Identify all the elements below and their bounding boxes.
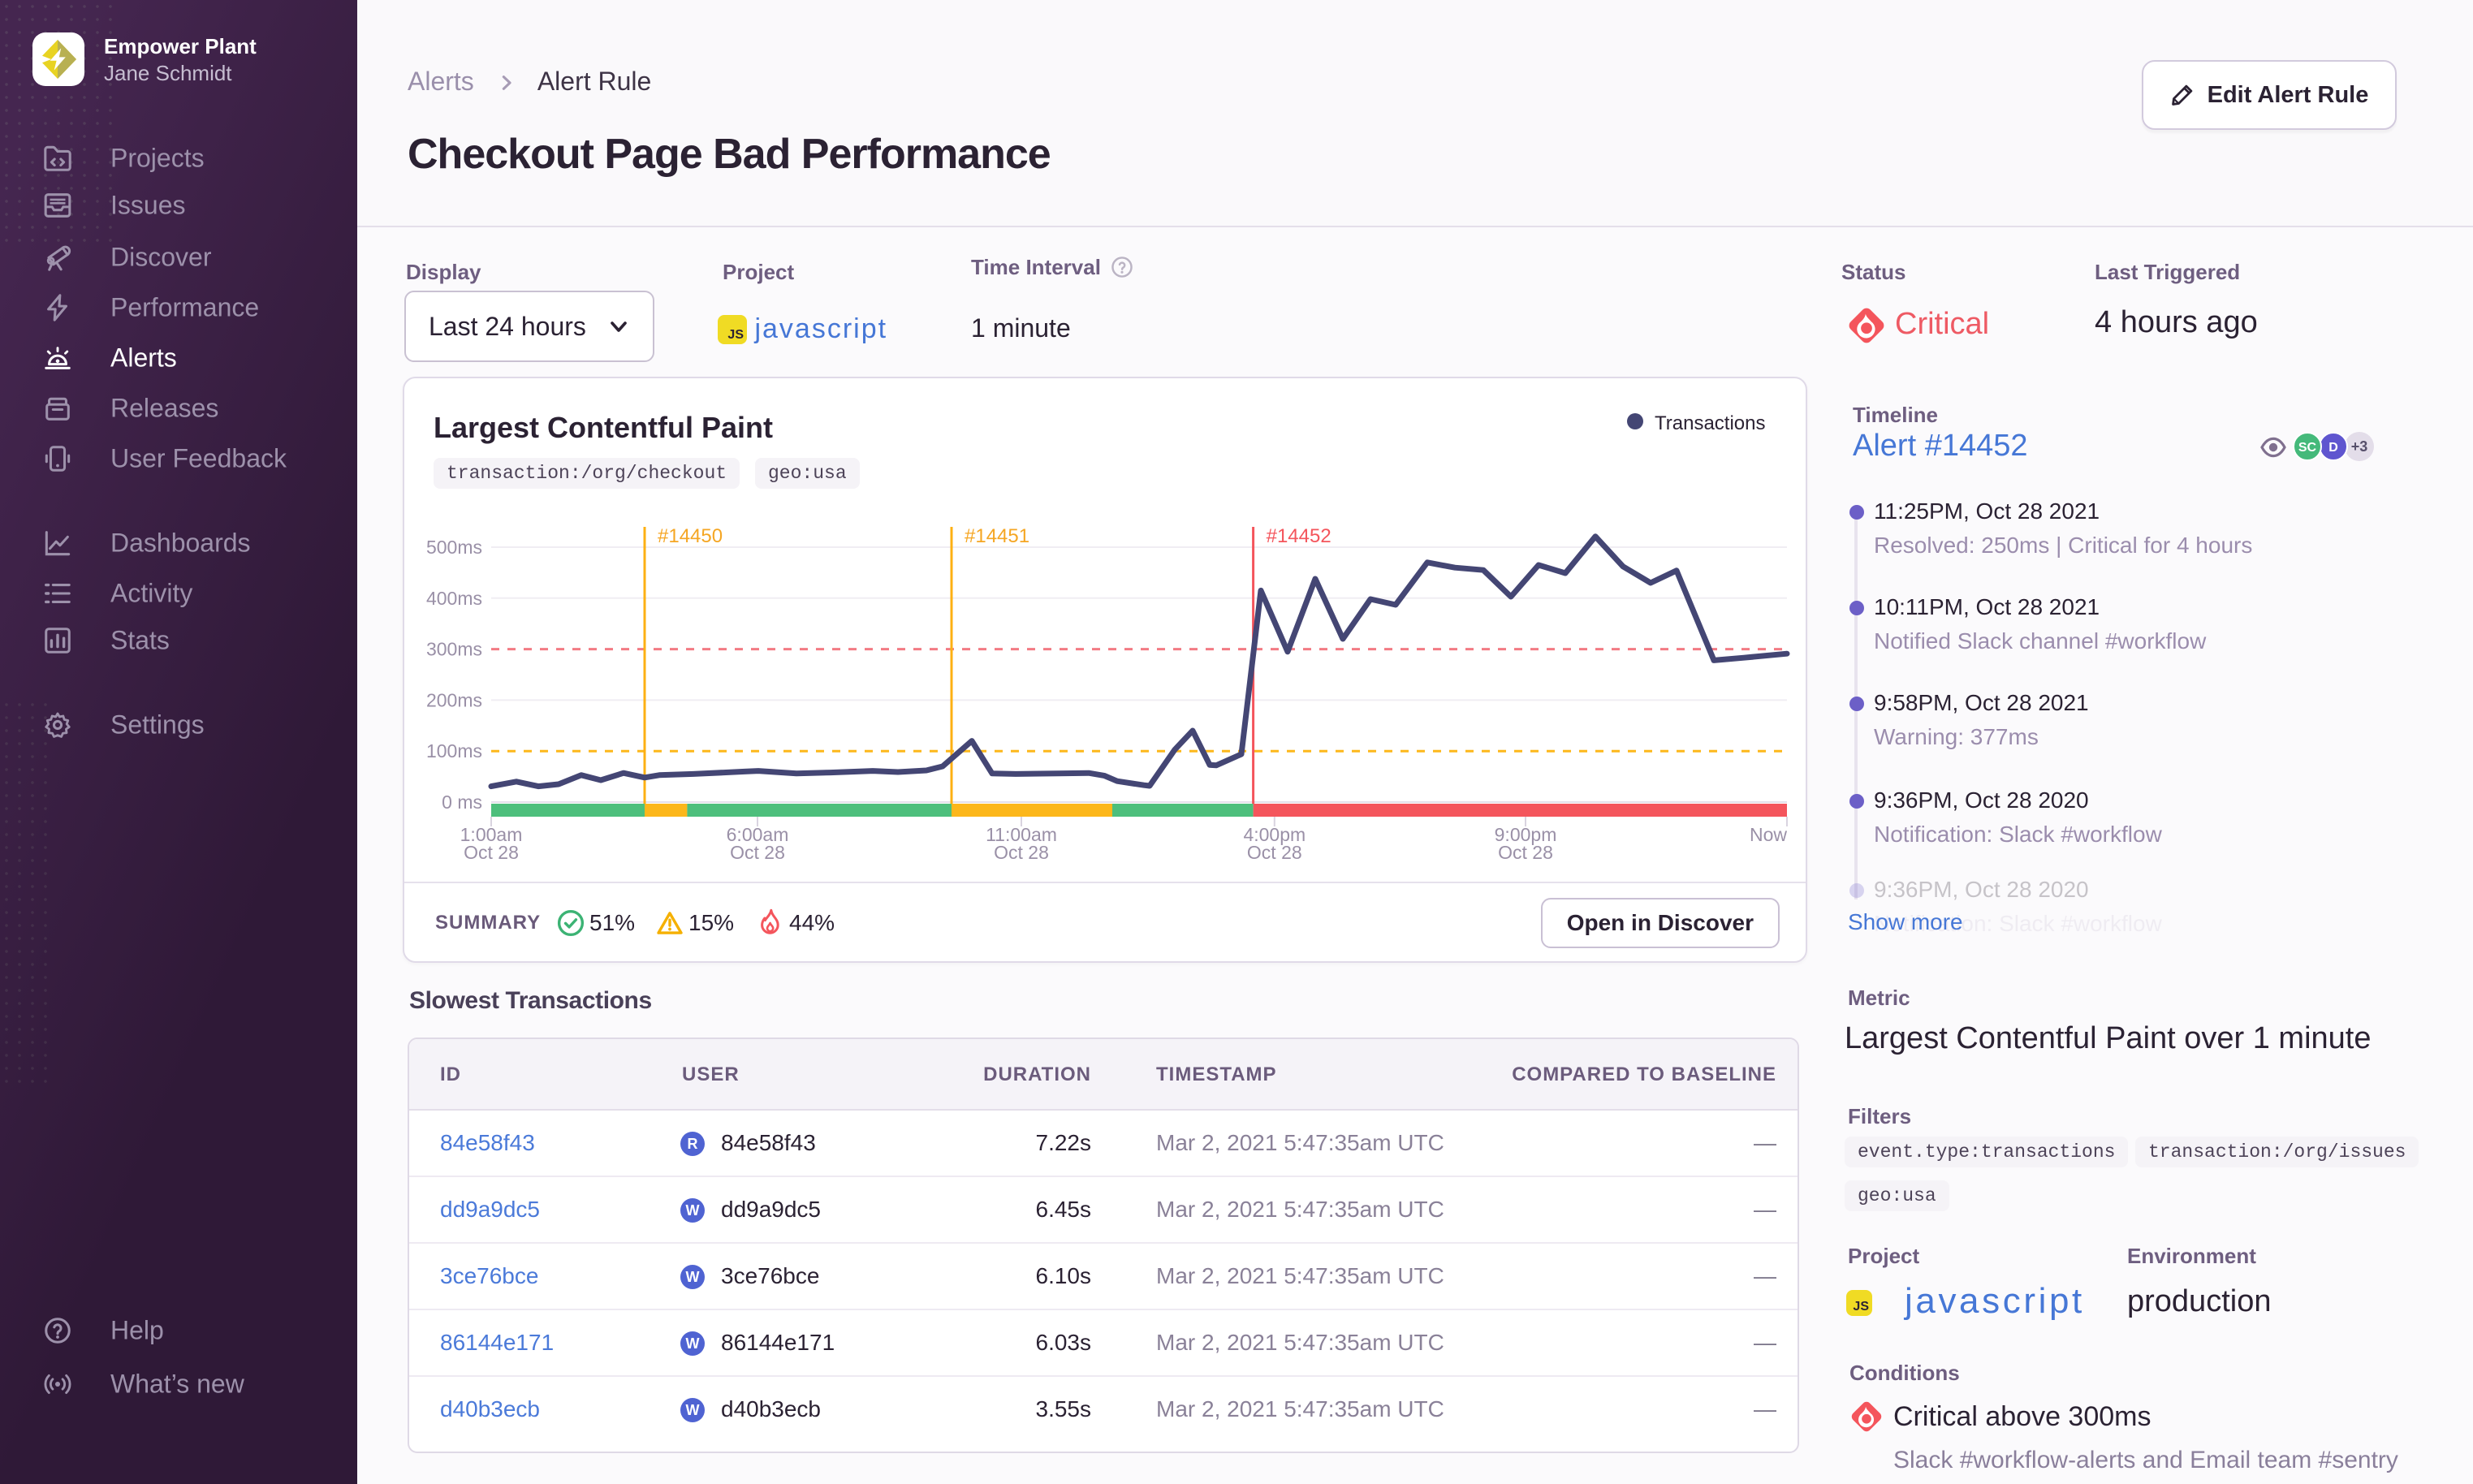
svg-text:400ms: 400ms (426, 588, 482, 609)
svg-text:#14452: #14452 (1267, 525, 1331, 547)
svg-text:Oct 28: Oct 28 (1247, 842, 1302, 863)
svg-text:11:00am: 11:00am (986, 824, 1057, 845)
svg-text:#14451: #14451 (965, 525, 1029, 547)
svg-text:1:00am: 1:00am (460, 824, 523, 845)
svg-text:4:00pm: 4:00pm (1243, 824, 1306, 845)
svg-text:200ms: 200ms (426, 689, 482, 710)
svg-text:300ms: 300ms (426, 639, 482, 660)
svg-text:Oct 28: Oct 28 (464, 842, 519, 863)
svg-text:100ms: 100ms (426, 740, 482, 761)
svg-text:Oct 28: Oct 28 (994, 842, 1049, 863)
svg-text:#14450: #14450 (658, 525, 723, 547)
svg-text:500ms: 500ms (426, 537, 482, 558)
svg-text:0 ms: 0 ms (442, 792, 482, 813)
svg-text:Oct 28: Oct 28 (1498, 842, 1553, 863)
svg-text:Oct 28: Oct 28 (730, 842, 785, 863)
svg-text:Now: Now (1750, 824, 1787, 845)
svg-text:6:00am: 6:00am (727, 824, 789, 845)
svg-text:9:00pm: 9:00pm (1495, 824, 1557, 845)
